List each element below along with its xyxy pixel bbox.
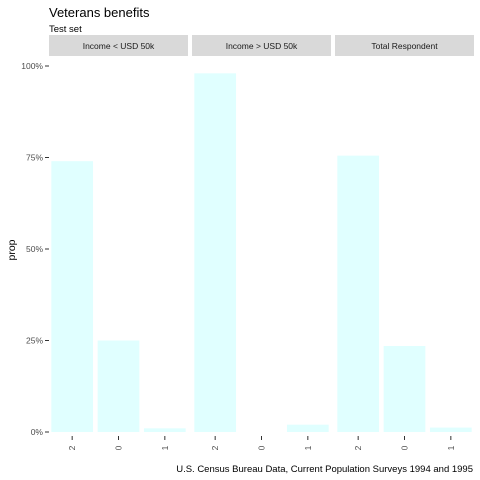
bar [286,424,329,432]
y-axis-title: prop [6,239,18,260]
chart-caption: U.S. Census Bureau Data, Current Populat… [176,464,473,475]
bar [337,155,380,433]
facet-strip [49,35,188,56]
bar [383,345,426,432]
x-tick-label: 2 [210,445,220,450]
bar [51,161,94,432]
x-tick-label: 0 [114,445,124,450]
bar [194,73,237,432]
bar [429,427,472,432]
chart-title: Veterans benefits [49,5,150,20]
y-tick-label: 100% [21,61,43,71]
facet-panel: Income < USD 50k 2 0 1 [49,35,188,450]
facet-strip [192,35,331,56]
x-tick-label: 1 [303,445,313,450]
x-tick-label: 2 [67,445,77,450]
facet-strip-label: Income < USD 50k [83,41,155,51]
facet-strip-label: Income > USD 50k [226,41,298,51]
bar [143,428,186,432]
x-tick-label: 1 [160,445,170,450]
y-tick-label: 50% [26,244,43,254]
facet-panel: Total Respondent 2 0 1 [335,35,474,450]
x-tick-label: 0 [257,445,267,450]
x-tick-label: 1 [446,445,456,450]
y-tick-label: 0% [31,427,44,437]
y-tick-label: 25% [26,336,43,346]
x-tick-label: 0 [400,445,410,450]
x-tick-label: 2 [353,445,363,450]
bar [97,340,140,432]
facet-strip-label: Total Respondent [371,41,438,51]
facet-strip [335,35,474,56]
y-axis: 0% 25% 50% 75% 100% [21,61,49,437]
chart-subtitle: Test set [49,24,82,35]
y-tick-label: 75% [26,153,43,163]
facet-panel: Income > USD 50k 2 0 1 [192,35,331,450]
